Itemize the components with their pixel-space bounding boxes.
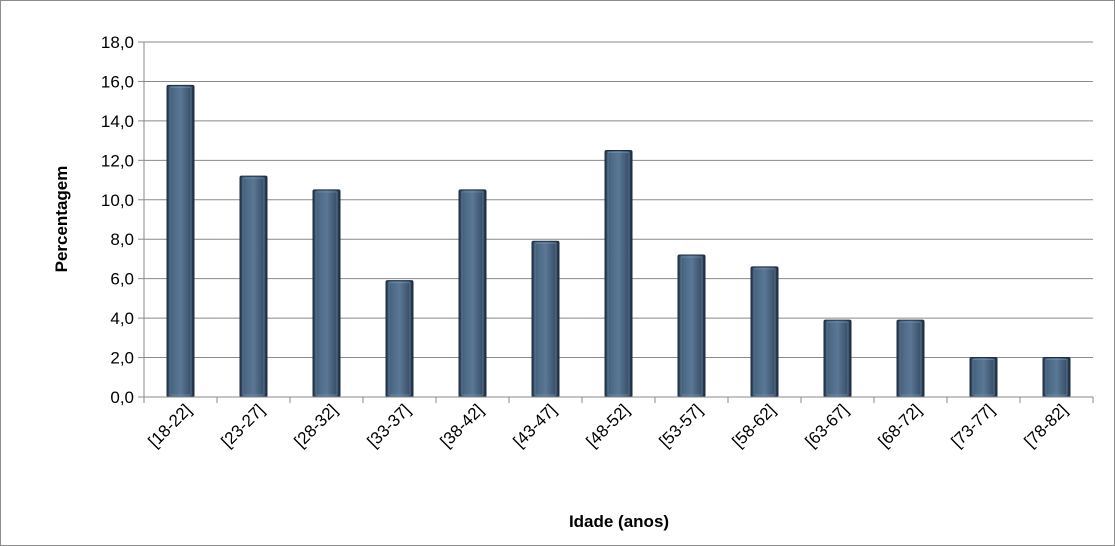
x-tick-label: [33-37] <box>363 400 414 451</box>
bar-body <box>1042 357 1071 398</box>
bar-body <box>312 189 341 398</box>
x-tick-label: [58-62] <box>728 400 779 451</box>
y-tick-label: 12,0 <box>101 151 134 170</box>
x-tick-label: [28-32] <box>290 400 341 451</box>
bar <box>166 84 195 398</box>
y-tick-label: 14,0 <box>101 112 134 131</box>
bar <box>969 357 998 398</box>
x-tick-label: [23-27] <box>217 400 268 451</box>
y-tick-label: 16,0 <box>101 72 134 91</box>
bar-bevel <box>972 359 995 396</box>
bar-bevel <box>461 191 484 396</box>
bar-bevel <box>1045 359 1068 396</box>
bar-bevel <box>607 151 630 396</box>
bar-bevel <box>242 177 265 396</box>
bar-bevel <box>680 256 703 396</box>
bar-body <box>166 84 195 398</box>
bar-bevel <box>388 282 411 396</box>
bar-body <box>969 357 998 398</box>
y-tick-label: 2,0 <box>110 349 134 368</box>
bar <box>896 319 925 398</box>
bar-body <box>385 280 414 398</box>
bar <box>312 189 341 398</box>
bar <box>1042 357 1071 398</box>
bar <box>458 189 487 398</box>
y-tick-label: 18,0 <box>101 33 134 52</box>
bar-bevel <box>534 242 557 396</box>
x-tick-label: [53-57] <box>655 400 706 451</box>
bar-body <box>239 175 268 398</box>
x-tick-label: [18-22] <box>144 400 195 451</box>
y-axis-title: Percentagem <box>52 166 71 273</box>
bar-body <box>458 189 487 398</box>
bar-body <box>823 319 852 398</box>
bar <box>604 149 633 398</box>
bar <box>531 240 560 398</box>
y-tick-labels: 0,0 2,0 4,0 6,0 8,0 10,0 12,0 14,0 16,0 18,0 <box>101 33 134 407</box>
x-tick-label: [78-82] <box>1020 400 1071 451</box>
bar <box>677 254 706 398</box>
bar-bevel <box>169 86 192 396</box>
y-tick-label: 0,0 <box>110 388 134 407</box>
x-tick-label: [68-72] <box>874 400 925 451</box>
bar-bevel <box>899 321 922 396</box>
y-tick-label: 10,0 <box>101 191 134 210</box>
bar <box>239 175 268 398</box>
x-tick-label: [38-42] <box>436 400 487 451</box>
bars <box>166 84 1071 398</box>
x-tick-label: [73-77] <box>947 400 998 451</box>
bar-body <box>896 319 925 398</box>
x-tick-label: [43-47] <box>509 400 560 451</box>
x-axis-title: Idade (anos) <box>569 512 669 531</box>
bar-body <box>531 240 560 398</box>
bar <box>823 319 852 398</box>
bar-body <box>677 254 706 398</box>
bar <box>750 266 779 398</box>
bar-body <box>604 149 633 398</box>
x-tick-labels: [18-22] [23-27] [28-32] [33-37] [38-42] [43-4… <box>144 400 1071 451</box>
x-tick-label: [63-67] <box>801 400 852 451</box>
bar-bevel <box>753 268 776 396</box>
y-tick-label: 4,0 <box>110 309 134 328</box>
y-tick-label: 8,0 <box>110 230 134 249</box>
x-tick-label: [48-52] <box>582 400 633 451</box>
y-tick-label: 6,0 <box>110 270 134 289</box>
bar <box>385 280 414 398</box>
axes <box>143 42 1094 403</box>
bar-body <box>750 266 779 398</box>
bar-bevel <box>826 321 849 396</box>
bar-bevel <box>315 191 338 396</box>
